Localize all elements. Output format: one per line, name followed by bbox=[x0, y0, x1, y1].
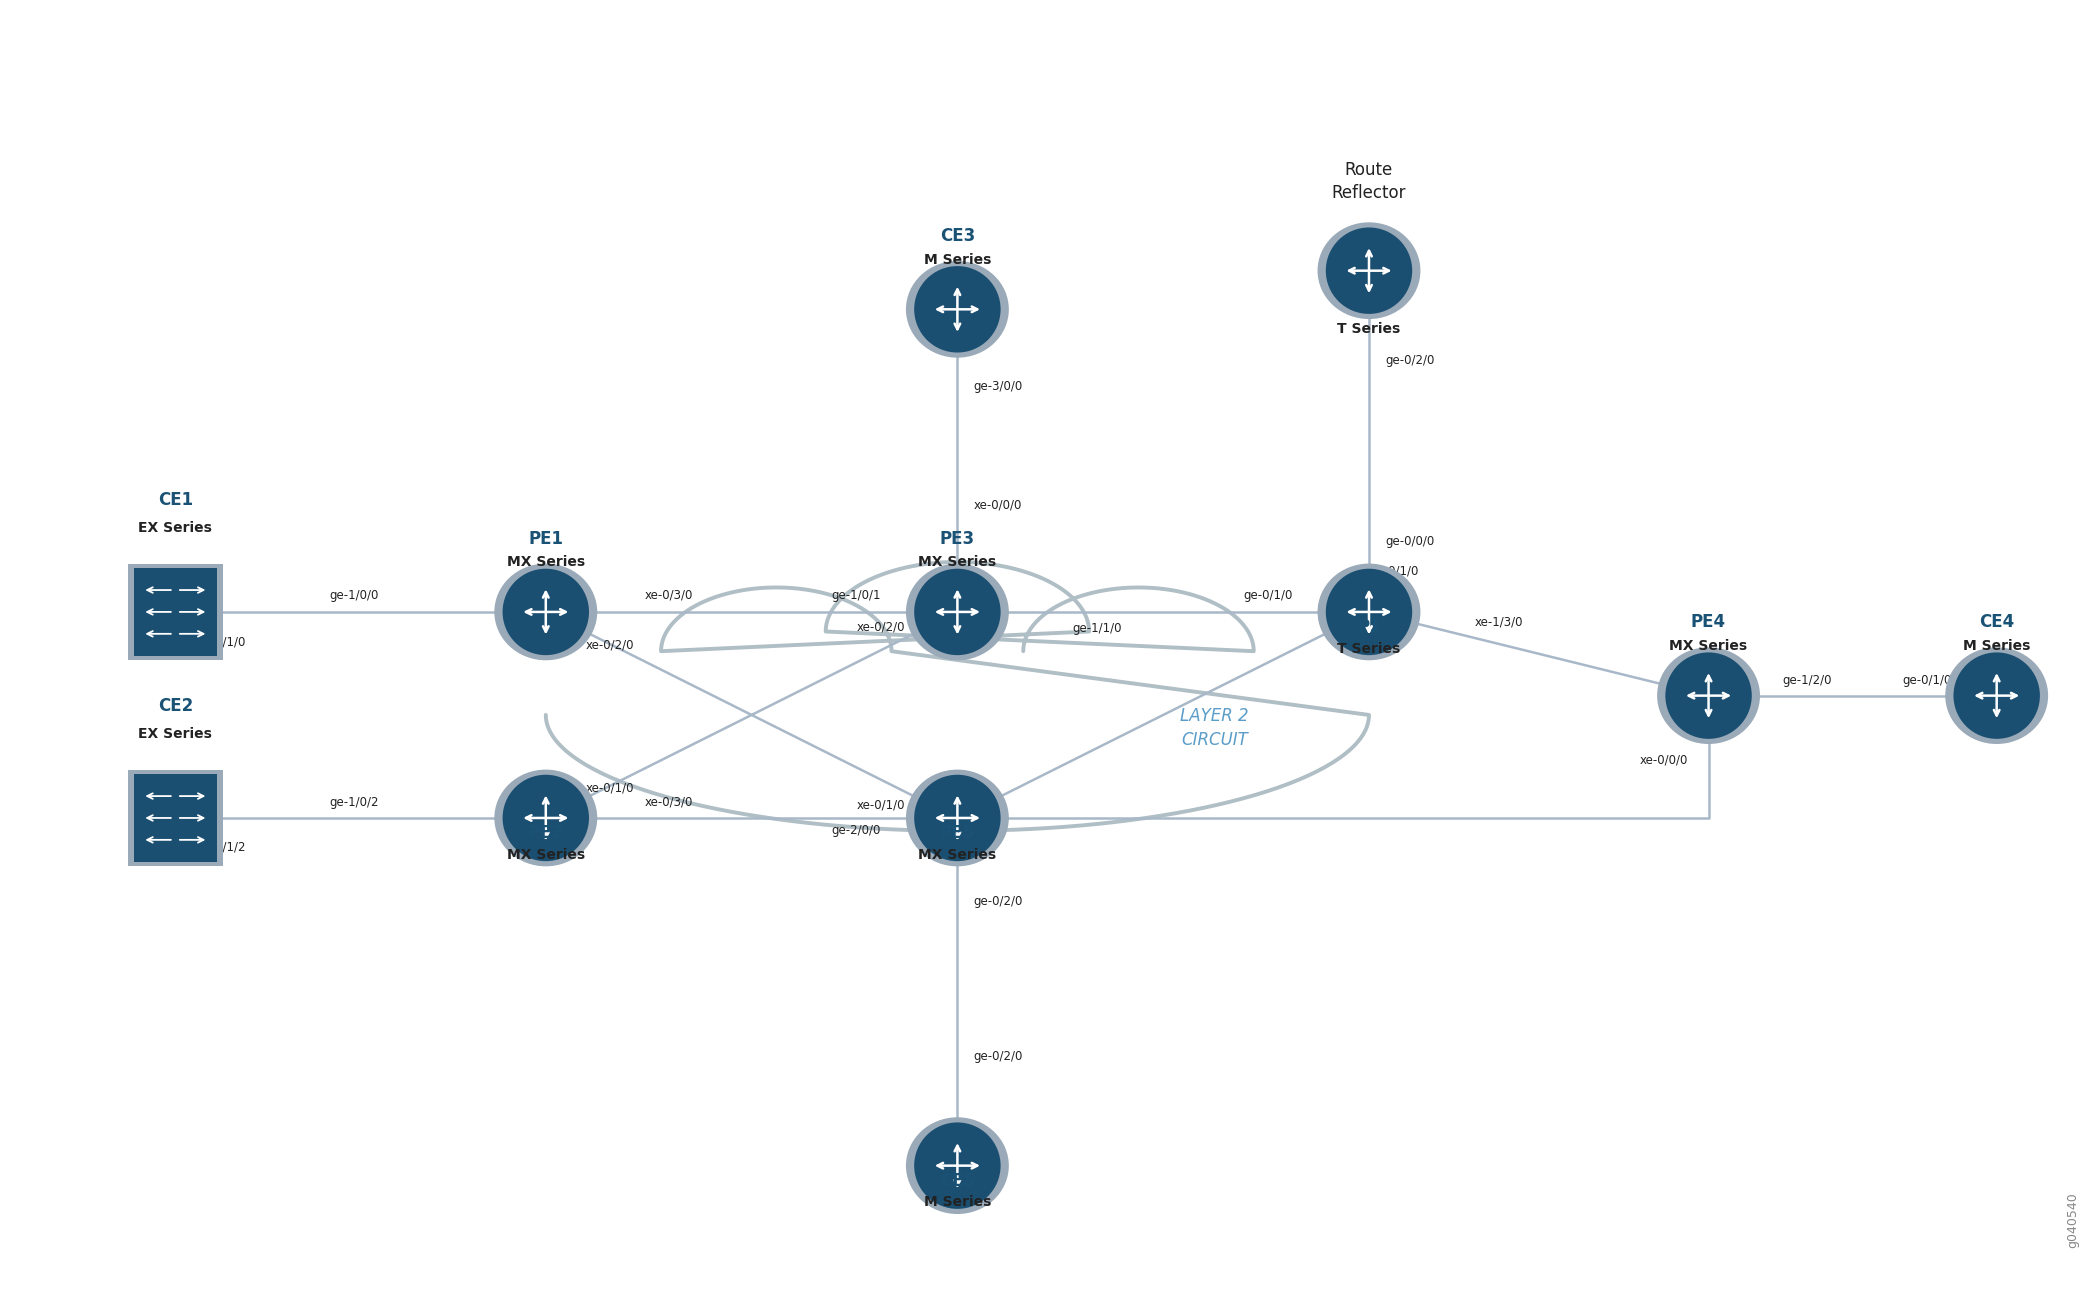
Ellipse shape bbox=[914, 267, 1000, 352]
Text: CE3: CE3 bbox=[941, 227, 974, 244]
Ellipse shape bbox=[1665, 653, 1751, 738]
Ellipse shape bbox=[502, 775, 588, 861]
FancyBboxPatch shape bbox=[128, 770, 223, 866]
Text: ge-1/0/0: ge-1/0/0 bbox=[330, 589, 380, 602]
Text: M Series: M Series bbox=[924, 1196, 991, 1209]
Text: CE5: CE5 bbox=[941, 1172, 974, 1190]
FancyBboxPatch shape bbox=[134, 774, 216, 862]
FancyBboxPatch shape bbox=[128, 564, 223, 660]
Ellipse shape bbox=[494, 564, 596, 661]
Text: ge-0/2/0: ge-0/2/0 bbox=[1386, 355, 1434, 368]
Text: PE4: PE4 bbox=[1690, 614, 1726, 631]
Text: EX Series: EX Series bbox=[139, 520, 212, 535]
Text: ge-0/1/0: ge-0/1/0 bbox=[1903, 674, 1951, 687]
Text: g040540: g040540 bbox=[2066, 1193, 2079, 1248]
Text: xe-0/2/0: xe-0/2/0 bbox=[857, 620, 905, 633]
Text: ge-0/0/0: ge-0/0/0 bbox=[1386, 535, 1434, 548]
Ellipse shape bbox=[1325, 569, 1411, 656]
Text: xe-0/3/0: xe-0/3/0 bbox=[645, 796, 693, 809]
Ellipse shape bbox=[502, 569, 588, 656]
Ellipse shape bbox=[494, 770, 596, 866]
Text: ge-3/0/0: ge-3/0/0 bbox=[974, 380, 1023, 393]
Ellipse shape bbox=[1325, 227, 1411, 314]
Text: CE4: CE4 bbox=[1978, 614, 2014, 631]
Text: MX Series: MX Series bbox=[918, 848, 998, 862]
Ellipse shape bbox=[905, 564, 1008, 661]
Text: ge-0/2/0: ge-0/2/0 bbox=[974, 1050, 1023, 1063]
Text: T Series: T Series bbox=[1338, 322, 1401, 335]
Ellipse shape bbox=[905, 1117, 1008, 1214]
Text: MX Series: MX Series bbox=[1670, 639, 1747, 653]
Text: PE1: PE1 bbox=[529, 530, 563, 548]
Text: MX Series: MX Series bbox=[918, 556, 998, 569]
Text: PE3: PE3 bbox=[941, 530, 974, 548]
Text: ge-1/1/0: ge-1/1/0 bbox=[1073, 623, 1121, 635]
Text: P1: P1 bbox=[1357, 619, 1382, 636]
Text: Reflector: Reflector bbox=[1331, 184, 1407, 202]
Text: T Series: T Series bbox=[1338, 641, 1401, 656]
Text: xe-0/2/0: xe-0/2/0 bbox=[586, 639, 634, 652]
Text: PE2: PE2 bbox=[529, 824, 563, 842]
Text: ge-0/1/0: ge-0/1/0 bbox=[1369, 565, 1418, 578]
Ellipse shape bbox=[1945, 648, 2048, 744]
Text: ge-1/0/1: ge-1/0/1 bbox=[832, 589, 882, 602]
Text: LAYER 2
CIRCUIT: LAYER 2 CIRCUIT bbox=[1180, 707, 1249, 749]
Text: ge-1/2/0: ge-1/2/0 bbox=[1783, 674, 1831, 687]
Ellipse shape bbox=[914, 1122, 1000, 1209]
Text: xe-0/1/0: xe-0/1/0 bbox=[857, 799, 905, 812]
Text: CE2: CE2 bbox=[158, 696, 193, 715]
Text: M Series: M Series bbox=[1964, 639, 2031, 653]
Text: xe-0/0/0: xe-0/0/0 bbox=[974, 498, 1023, 511]
Text: MX Series: MX Series bbox=[506, 848, 586, 862]
Text: M Series: M Series bbox=[924, 252, 991, 267]
Text: ge-1/0/2: ge-1/0/2 bbox=[330, 796, 380, 809]
Text: MX Series: MX Series bbox=[506, 556, 586, 569]
Ellipse shape bbox=[905, 261, 1008, 357]
Text: EX Series: EX Series bbox=[139, 727, 212, 741]
Ellipse shape bbox=[905, 770, 1008, 866]
Ellipse shape bbox=[914, 569, 1000, 656]
Text: xe-0/0/0: xe-0/0/0 bbox=[1640, 753, 1688, 766]
Ellipse shape bbox=[1317, 564, 1420, 661]
Text: ge-2/0/0: ge-2/0/0 bbox=[832, 824, 882, 837]
Text: PE5: PE5 bbox=[941, 824, 974, 842]
Text: xe-0/3/0: xe-0/3/0 bbox=[645, 589, 693, 602]
Ellipse shape bbox=[1657, 648, 1760, 744]
Text: ge-0/1/0: ge-0/1/0 bbox=[195, 636, 246, 649]
Text: xe-1/3/0: xe-1/3/0 bbox=[1474, 616, 1522, 628]
Ellipse shape bbox=[1953, 653, 2039, 738]
Text: ge-0/2/0: ge-0/2/0 bbox=[974, 895, 1023, 908]
Ellipse shape bbox=[914, 775, 1000, 861]
FancyBboxPatch shape bbox=[134, 568, 216, 656]
Text: xe-0/1/0: xe-0/1/0 bbox=[586, 782, 634, 795]
Text: CE1: CE1 bbox=[158, 491, 193, 509]
Text: ge-0/1/2: ge-0/1/2 bbox=[195, 841, 246, 854]
Text: Route: Route bbox=[1344, 160, 1392, 179]
Text: ge-0/1/0: ge-0/1/0 bbox=[1243, 589, 1294, 602]
Ellipse shape bbox=[1317, 222, 1420, 319]
